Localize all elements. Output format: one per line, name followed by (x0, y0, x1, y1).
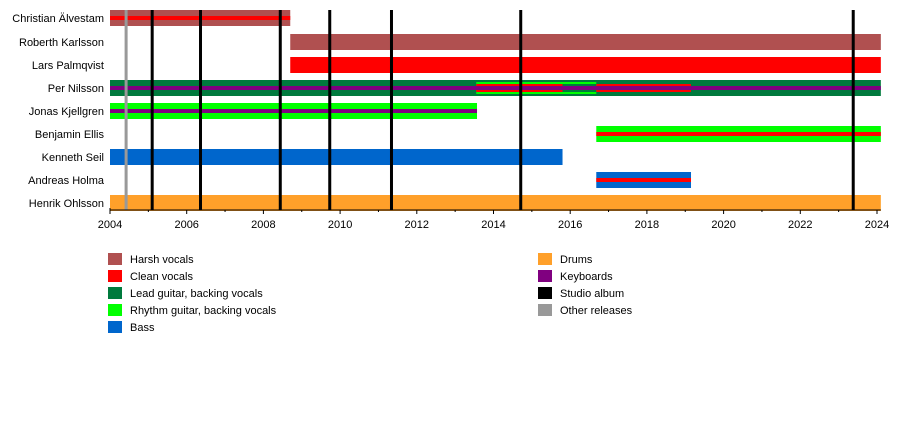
member-label: Kenneth Seil (42, 152, 104, 164)
member-label: Henrik Ohlsson (29, 198, 104, 210)
member-label: Roberth Karlsson (19, 37, 104, 49)
member-label: Per Nilsson (48, 83, 104, 95)
member-label: Jonas Kjellgren (29, 106, 104, 118)
legend-label-bass: Bass (130, 322, 155, 334)
x-tick-label: 2024 (865, 219, 889, 231)
legend-swatch-lead (108, 287, 122, 299)
legend-swatch-keys (538, 270, 552, 282)
legend-label-harsh: Harsh vocals (130, 254, 194, 266)
bar-drums (110, 195, 881, 211)
legend-label-studio: Studio album (560, 288, 624, 300)
legend-label-rhythm: Rhythm guitar, backing vocals (130, 305, 277, 317)
x-tick-label: 2008 (251, 219, 275, 231)
bar-clean (596, 178, 692, 182)
bar-keys (110, 86, 881, 90)
legend-swatch-studio (538, 287, 552, 299)
x-tick-label: 2004 (98, 219, 122, 231)
legend-swatch-clean (108, 270, 122, 282)
legend-label-lead: Lead guitar, backing vocals (130, 288, 263, 300)
bar-clean (596, 132, 881, 136)
legend-swatch-harsh (108, 253, 122, 265)
x-tick-label: 2016 (558, 219, 582, 231)
member-label: Christian Älvestam (12, 13, 104, 25)
bar-clean (290, 57, 881, 73)
legend-swatch-drums (538, 253, 552, 265)
x-tick-label: 2014 (481, 219, 505, 231)
x-tick-label: 2006 (174, 219, 198, 231)
legend-label-drums: Drums (560, 254, 593, 266)
legend-swatch-rhythm (108, 304, 122, 316)
bar-keys (110, 109, 478, 113)
legend-swatch-other (538, 304, 552, 316)
member-label: Lars Palmqvist (32, 60, 104, 72)
x-tick-label: 2012 (405, 219, 429, 231)
bar-harsh (290, 34, 881, 50)
x-tick-label: 2022 (788, 219, 812, 231)
bar-bass (110, 149, 563, 165)
legend-label-clean: Clean vocals (130, 271, 193, 283)
x-tick-label: 2010 (328, 219, 352, 231)
member-label: Andreas Holma (28, 175, 105, 187)
x-tick-label: 2020 (711, 219, 735, 231)
legend-label-other: Other releases (560, 305, 633, 317)
legend-label-keys: Keyboards (560, 271, 613, 283)
member-label: Benjamin Ellis (35, 129, 105, 141)
legend-swatch-bass (108, 321, 122, 333)
x-tick-label: 2018 (635, 219, 659, 231)
